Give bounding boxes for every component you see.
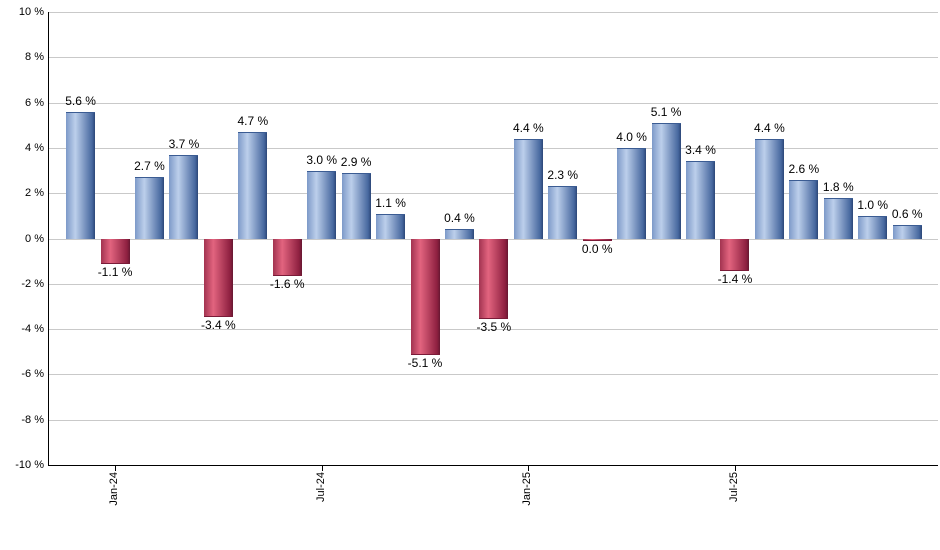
bar [754,138,784,240]
bar [686,161,716,240]
x-axis-tick [528,466,530,471]
bar-value-label: 4.0 % [616,129,647,144]
bar [513,138,543,240]
y-axis-tick-label: -8 % [21,413,44,426]
x-axis-tick-label: Jul-25 [727,472,740,502]
bar-value-label: 2.9 % [340,154,372,169]
x-axis-tick [115,466,117,471]
bar [720,238,750,272]
bar [66,111,96,240]
y-axis-tick-label: 6 % [25,96,44,109]
bar-value-label: 5.6 % [65,93,96,108]
bar-value-label: 0.6 % [891,206,923,221]
x-axis-tick [321,466,323,471]
bar-value-label: -5.1 % [407,356,443,370]
bar-value-label: 2.7 % [134,159,165,174]
bar-value-label: 4.7 % [237,114,269,129]
bar [651,122,681,240]
bar-value-label: 2.3 % [547,168,579,183]
y-axis-tick-label: -10 % [15,459,44,471]
bar [203,238,233,317]
gridline [49,193,938,195]
gridline [49,374,938,376]
y-axis-tick-label: 2 % [25,187,44,200]
bar [789,179,819,240]
bar-value-label: 4.4 % [754,120,785,135]
bar [100,238,130,265]
bar-value-label: 3.4 % [685,143,716,158]
x-axis-tick [734,466,736,471]
bar [858,215,888,240]
bar-value-label: 0.4 % [444,211,475,226]
bar-value-label: 1.0 % [857,197,889,212]
bar-value-label: 1.1 % [375,195,406,210]
gridline [49,57,938,59]
gridline [49,12,938,13]
bar-value-label: 3.7 % [168,136,200,151]
y-axis-tick-label: -6 % [21,368,44,381]
bar [479,238,509,319]
bar-value-label: 2.6 % [788,161,820,176]
gridline [49,147,938,149]
bar [169,154,199,240]
y-axis-tick-label: -4 % [21,323,44,336]
bar [892,224,922,240]
bar-value-label: -1.1 % [97,265,133,280]
bar-value-label: 3.0 % [306,152,338,167]
bar-value-label: -1.4 % [717,272,753,287]
bar [823,197,853,240]
bar-value-label: -1.6 % [269,276,305,291]
bar-value-label: 5.1 % [650,104,682,119]
y-axis-tick-label: 8 % [25,51,44,64]
bar [134,177,164,240]
bar [444,229,474,240]
x-axis-tick-label: Jan-25 [521,472,534,506]
bar [238,132,268,240]
y-axis-tick-label: -2 % [21,277,44,290]
bar-value-label: 1.8 % [822,179,854,194]
bar [341,172,371,240]
y-axis-tick-label: 4 % [25,141,44,154]
gridline [49,329,938,331]
x-axis-tick-label: Jan-24 [108,472,121,506]
bar [548,186,578,240]
bar [410,238,440,355]
gridline [49,102,938,104]
bar [617,147,647,240]
bar-value-label: 4.4 % [512,120,544,135]
bar-value-label: -3.5 % [476,319,512,334]
bar [582,238,612,241]
gridline [49,419,938,421]
bar [307,170,337,240]
bar [376,213,406,240]
bar-value-label: -3.4 % [201,317,236,332]
y-axis-tick-label: 0 % [25,232,44,245]
x-axis-tick-label: Jul-24 [314,472,327,502]
bar-value-label: 0.0 % [581,242,613,256]
y-axis-line [48,12,49,465]
bar [272,238,302,276]
x-axis-line [48,465,938,466]
y-axis-tick-label: 10 % [18,6,44,18]
